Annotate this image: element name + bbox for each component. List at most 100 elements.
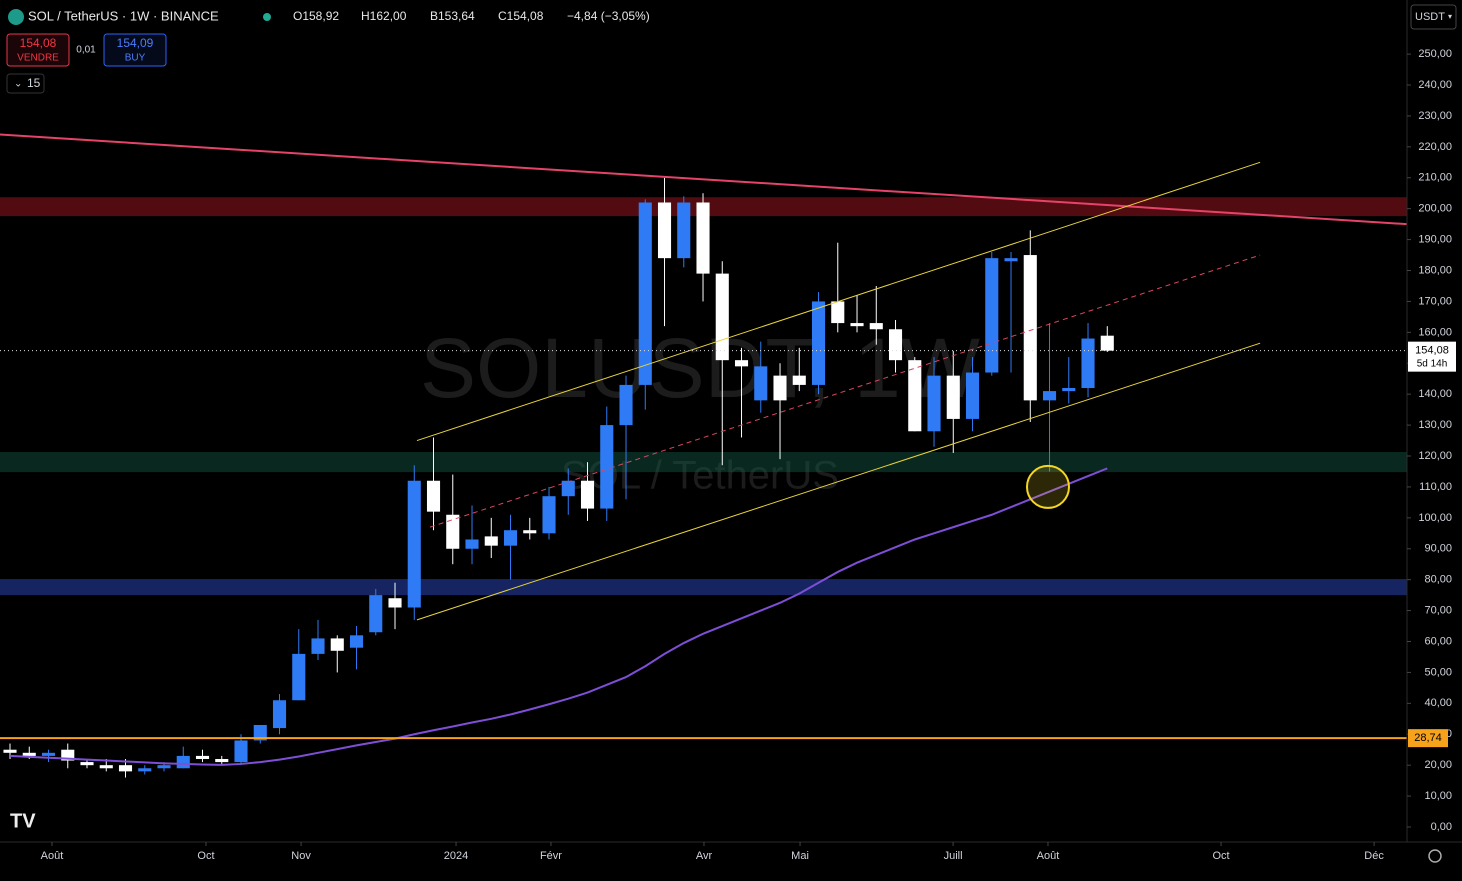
ohlc-open: O158,92 (293, 9, 339, 23)
last-price-box (1408, 341, 1456, 372)
y-tick-label: 120,00 (1418, 450, 1452, 462)
y-tick-label: 210,00 (1418, 172, 1452, 184)
symbol: SOL / TetherUS · 1W · BINANCE (28, 8, 219, 23)
candle-body (580, 480, 595, 509)
candle-body (1023, 255, 1037, 401)
sell-button[interactable] (6, 33, 70, 67)
y-tick-label: 250,00 (1418, 48, 1452, 60)
buy-button[interactable] (103, 33, 167, 67)
buy-price: 154,09 (117, 36, 154, 50)
y-tick-label: 190,00 (1418, 234, 1452, 246)
candle-body (773, 375, 787, 401)
candle-body (523, 530, 537, 534)
candle-body (503, 530, 518, 546)
candle-body (734, 360, 749, 367)
candle-body (195, 755, 210, 759)
candle-body (407, 480, 421, 608)
candle-body (927, 375, 941, 432)
currency-button[interactable] (1410, 4, 1457, 30)
sell-label: VENDRE (17, 53, 59, 64)
candle-body (330, 638, 344, 651)
highlight-circle (1025, 464, 1070, 509)
candle-body (677, 202, 691, 259)
candle-body (1100, 335, 1114, 351)
ohlc-close: C154,08 (498, 9, 544, 23)
y-tick-label: 80,00 (1424, 574, 1452, 586)
y-tick-label: 220,00 (1418, 141, 1452, 153)
candle-body (3, 749, 17, 753)
countdown: 5d 14h (1417, 358, 1448, 369)
settings-icon[interactable] (1428, 849, 1442, 863)
sell-price: 154,08 (20, 36, 57, 50)
x-tick-label: Mai (791, 850, 809, 862)
x-tick-label: Oct (1212, 850, 1229, 862)
spread: 0,01 (76, 45, 96, 56)
y-tick-label: 50,00 (1424, 666, 1452, 678)
candle-body (850, 323, 864, 327)
candle-body (61, 749, 75, 761)
candle-body (792, 375, 806, 385)
level-label-box (1408, 729, 1448, 748)
x-tick-label: Oct (197, 850, 214, 862)
candle-body (985, 258, 999, 373)
y-tick-label: 160,00 (1418, 326, 1452, 338)
candle-body (696, 202, 710, 274)
moving-average (9, 467, 1108, 766)
candle-body (561, 480, 575, 497)
candle-body (234, 740, 248, 763)
candle-body (619, 384, 633, 426)
header: SOL / TetherUS · 1W · BINANCE O158,92 H1… (6, 4, 1457, 863)
ohlc-high: H162,00 (361, 9, 407, 23)
x-tick-label: Juill (944, 850, 963, 862)
chevron: ⌄ (14, 79, 22, 90)
trendline (416, 161, 1261, 442)
candle-body (638, 202, 652, 385)
candle-body (369, 595, 383, 633)
candle-body (965, 372, 980, 419)
candle-body (869, 323, 883, 330)
zone (0, 579, 1407, 596)
last-price-label: 154,08 (1415, 345, 1449, 357)
candle-body (1081, 338, 1095, 388)
candle-body (1004, 258, 1018, 262)
candle-body (831, 301, 845, 324)
candle-body (157, 765, 171, 769)
zone (0, 451, 1407, 473)
candle-body (600, 425, 614, 509)
ohlc-change: −4,84 (−3,05%) (567, 9, 650, 23)
watermark: SOLUSDT, 1W SOL / TetherUS (420, 321, 980, 497)
status-dot (263, 13, 271, 21)
y-tick-label: 70,00 (1424, 604, 1452, 616)
logo: TV (10, 810, 36, 832)
candle-body (908, 360, 922, 432)
candle-body (715, 273, 729, 361)
candle-body (426, 480, 441, 512)
candle-body (22, 752, 36, 756)
candle-body (99, 765, 113, 769)
candle-body (215, 758, 229, 763)
candle-body (349, 635, 364, 648)
candle-body (542, 496, 556, 534)
candle-body (446, 514, 460, 549)
watermark-symbol: SOLUSDT, 1W (420, 321, 980, 415)
indicator-count: 15 (27, 76, 41, 90)
candle-body (292, 653, 306, 701)
x-tick-label: Févr (540, 850, 562, 862)
y-tick-label: 0,00 (1431, 821, 1452, 833)
indicators-toggle[interactable] (6, 73, 45, 94)
candle-body (272, 700, 287, 729)
caret: ▾ (1448, 12, 1452, 21)
level-label: 28,74 (1414, 732, 1442, 744)
candle-body (176, 755, 190, 769)
y-tick-label: 170,00 (1418, 295, 1452, 307)
trendline (0, 133, 1408, 226)
currency: USDT (1415, 11, 1445, 23)
candle-body (888, 329, 903, 361)
x-tick-label: Nov (291, 850, 311, 862)
y-tick-label: 10,00 (1424, 790, 1452, 802)
x-tick-label: Août (41, 850, 64, 862)
candle-body (465, 539, 479, 549)
